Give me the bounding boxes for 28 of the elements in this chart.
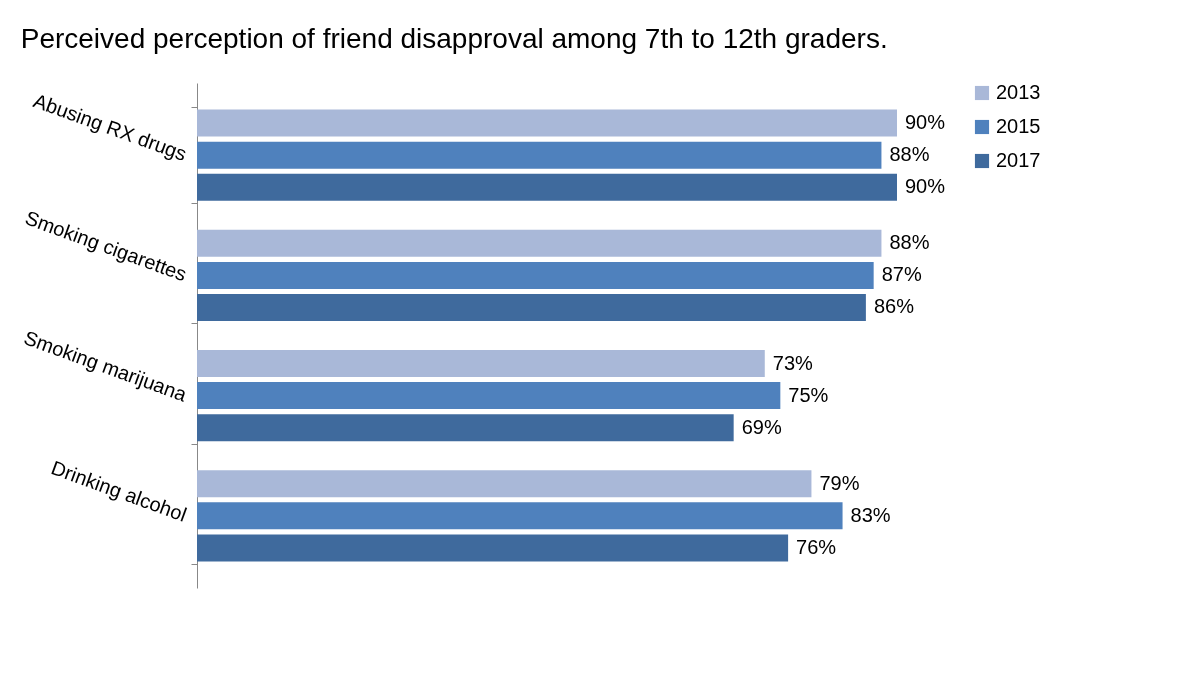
- data-label: 76%: [796, 535, 837, 558]
- data-label: 83%: [850, 503, 891, 526]
- data-label: 90%: [905, 111, 946, 134]
- data-label: 79%: [819, 471, 860, 494]
- legend-label: 2013: [996, 81, 1041, 103]
- bar: [197, 109, 897, 137]
- data-label: 88%: [889, 143, 930, 166]
- legend-label: 2017: [996, 149, 1041, 171]
- bar: [197, 382, 781, 410]
- bar: [197, 229, 882, 257]
- data-label: 69%: [741, 415, 782, 438]
- legend-label: 2015: [996, 115, 1041, 137]
- bar: [197, 414, 734, 442]
- data-label: 73%: [772, 351, 814, 374]
- chart-title: Perceived perception of friend disapproval among 7th to 12th graders.: [20, 22, 888, 54]
- bar: [197, 502, 843, 530]
- bar: [197, 534, 789, 562]
- bar: [197, 173, 897, 201]
- data-label: 87%: [881, 263, 922, 286]
- data-label: 75%: [788, 383, 829, 406]
- data-label: 88%: [889, 231, 930, 254]
- bar: [197, 141, 882, 169]
- bar: [197, 350, 765, 378]
- bar: [197, 293, 866, 321]
- bar: [197, 470, 812, 498]
- data-label: 86%: [873, 295, 915, 318]
- data-label: 90%: [905, 175, 946, 198]
- bar: [197, 261, 874, 289]
